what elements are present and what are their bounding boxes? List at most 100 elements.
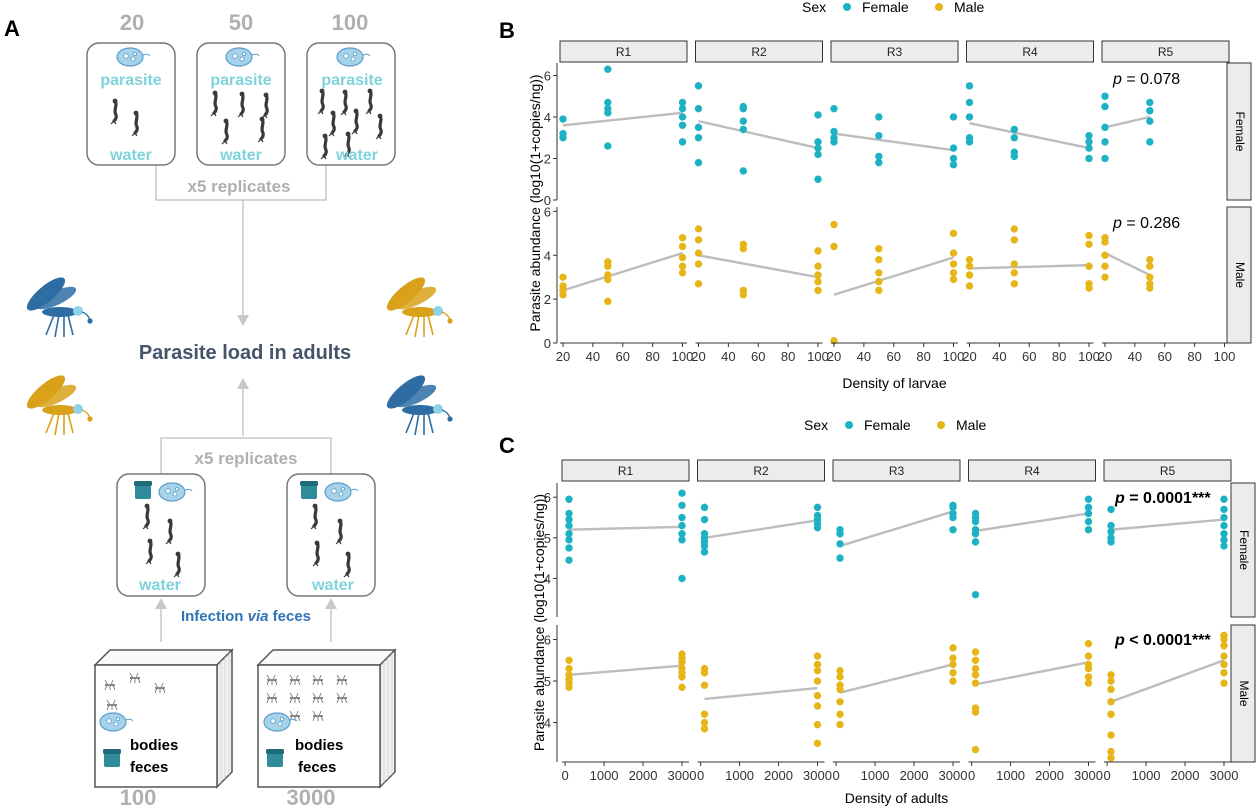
data-point-female-R1 <box>604 65 612 73</box>
data-point-female-R3 <box>949 513 957 522</box>
data-point-male-R3 <box>875 277 883 286</box>
data-point-male-R3 <box>949 669 957 677</box>
panel-label: C <box>499 433 515 458</box>
fit-line-female-R4 <box>975 512 1089 533</box>
data-point-female-R4 <box>1010 134 1019 142</box>
row-strip-label-Female: Female <box>1233 111 1247 151</box>
data-point-male-R5 <box>1220 679 1228 687</box>
data-point-male-R5 <box>1220 635 1228 644</box>
data-point-male-R3 <box>875 286 883 295</box>
data-point-female-R4 <box>1085 154 1093 163</box>
x-tick-label: 100 <box>1078 349 1100 364</box>
x-tick-label: 80 <box>916 349 930 364</box>
y-tick-label: 5 <box>544 531 551 546</box>
data-point-male-R5 <box>1107 747 1115 756</box>
strip-label-R5: R5 <box>1158 45 1174 59</box>
data-point-male-R4 <box>1085 284 1093 292</box>
panel-label: B <box>499 18 515 43</box>
replicates-label-top: x5 replicates <box>187 177 290 196</box>
data-point-female-R4 <box>965 138 974 146</box>
x-tick-label: 40 <box>1128 349 1142 364</box>
data-point-male-R1 <box>678 253 687 262</box>
data-point-male-R2 <box>813 702 822 710</box>
p-value-male: p = 0.286 <box>1112 215 1180 232</box>
p-rest: = 0.286 <box>1122 215 1180 232</box>
data-point-male-R4 <box>965 262 974 270</box>
water-label: water <box>109 147 152 164</box>
data-point-male-R1 <box>678 234 687 242</box>
x-tick-label: 80 <box>645 349 659 364</box>
adult-density-100: 100 <box>120 785 157 810</box>
x-tick-label: 60 <box>616 349 630 364</box>
p-italic: p <box>1112 71 1122 88</box>
y-tick-label: 5 <box>544 674 551 689</box>
legend-female-label: Female <box>864 417 911 433</box>
data-point-male-R5 <box>1101 238 1109 246</box>
data-point-female-R1 <box>604 142 612 150</box>
data-point-male-R5 <box>1220 652 1228 660</box>
feces-jar-icon <box>266 749 284 767</box>
strip-label-R3: R3 <box>889 464 905 478</box>
data-point-female-R1 <box>678 98 687 107</box>
strip-R5 <box>1101 40 1230 63</box>
data-point-male-R1 <box>678 683 686 691</box>
beaker-50: parasite water <box>196 42 286 166</box>
arrow-head-up <box>155 598 167 609</box>
beaker-100: parasite water <box>306 42 396 166</box>
panel-a: A 20 50 100 parasite water parasite wate… <box>4 10 454 810</box>
y-tick-label: 0 <box>544 193 551 208</box>
y-tick-label: 6 <box>544 633 551 648</box>
data-point-female-R5 <box>1220 495 1228 503</box>
strip-label-R4: R4 <box>1022 45 1038 59</box>
data-point-male-R3 <box>949 654 957 662</box>
data-point-female-R1 <box>565 556 573 564</box>
x-tick-label: 3000 <box>803 768 832 783</box>
feces-label: feces <box>130 759 168 776</box>
x-tick-label: 20 <box>962 349 976 364</box>
y-tick-label: 6 <box>544 204 551 219</box>
data-point-female-R5 <box>1146 98 1154 107</box>
x-tick-label: 2000 <box>764 768 793 783</box>
strip-label-R5: R5 <box>1160 464 1176 478</box>
data-point-male-R1 <box>678 262 687 270</box>
data-point-male-R4 <box>971 656 980 664</box>
data-point-male-R2 <box>694 280 703 288</box>
data-point-female-R1 <box>678 121 687 129</box>
data-point-female-R5 <box>1220 521 1228 530</box>
row-strip-label-Male: Male <box>1237 680 1251 706</box>
legend-male-label: Male <box>954 0 985 15</box>
data-point-female-R2 <box>700 548 709 556</box>
x-tick-label: 60 <box>1022 349 1036 364</box>
data-point-female-R1 <box>565 515 573 524</box>
x-tick-label: 3000 <box>1210 768 1239 783</box>
data-point-female-R2 <box>739 125 748 134</box>
data-point-male-R2 <box>813 677 822 685</box>
feces-jar-icon <box>134 481 152 499</box>
panel-b-chart: B Sex Female Male R1 R2 R3 R4 R5 Female 0 2 4 6 p = 0.… <box>499 0 1252 391</box>
data-point-male-R5 <box>1107 710 1115 718</box>
data-point-male-R3 <box>949 275 958 284</box>
data-point-male-R2 <box>813 652 822 660</box>
p-value-female: p = 0.078 <box>1112 71 1180 88</box>
data-point-male-R2 <box>694 249 703 257</box>
x-tick-label: 0 <box>1103 768 1110 783</box>
data-point-male-R2 <box>739 244 748 253</box>
data-point-male-R4 <box>1084 664 1093 673</box>
replicates-label-bottom: x5 replicates <box>194 449 297 468</box>
data-point-female-R3 <box>830 138 838 146</box>
data-point-female-R2 <box>700 503 709 512</box>
x-tick-label: 100 <box>672 349 694 364</box>
data-point-male-R1 <box>559 273 567 281</box>
data-point-female-R1 <box>678 574 686 583</box>
beaker-adults-3000: water <box>286 473 376 597</box>
strip-label-R1: R1 <box>616 45 632 59</box>
x-tick-label: 2000 <box>900 768 929 783</box>
x-axis-title: Density of larvae <box>842 375 946 391</box>
data-point-male-R1 <box>604 297 612 306</box>
data-point-female-R2 <box>739 117 748 125</box>
data-point-female-R2 <box>814 144 822 152</box>
cage-100: bodies feces <box>93 648 234 789</box>
data-point-male-R1 <box>678 242 687 251</box>
data-point-female-R1 <box>565 509 573 518</box>
data-point-female-R4 <box>1085 138 1093 146</box>
